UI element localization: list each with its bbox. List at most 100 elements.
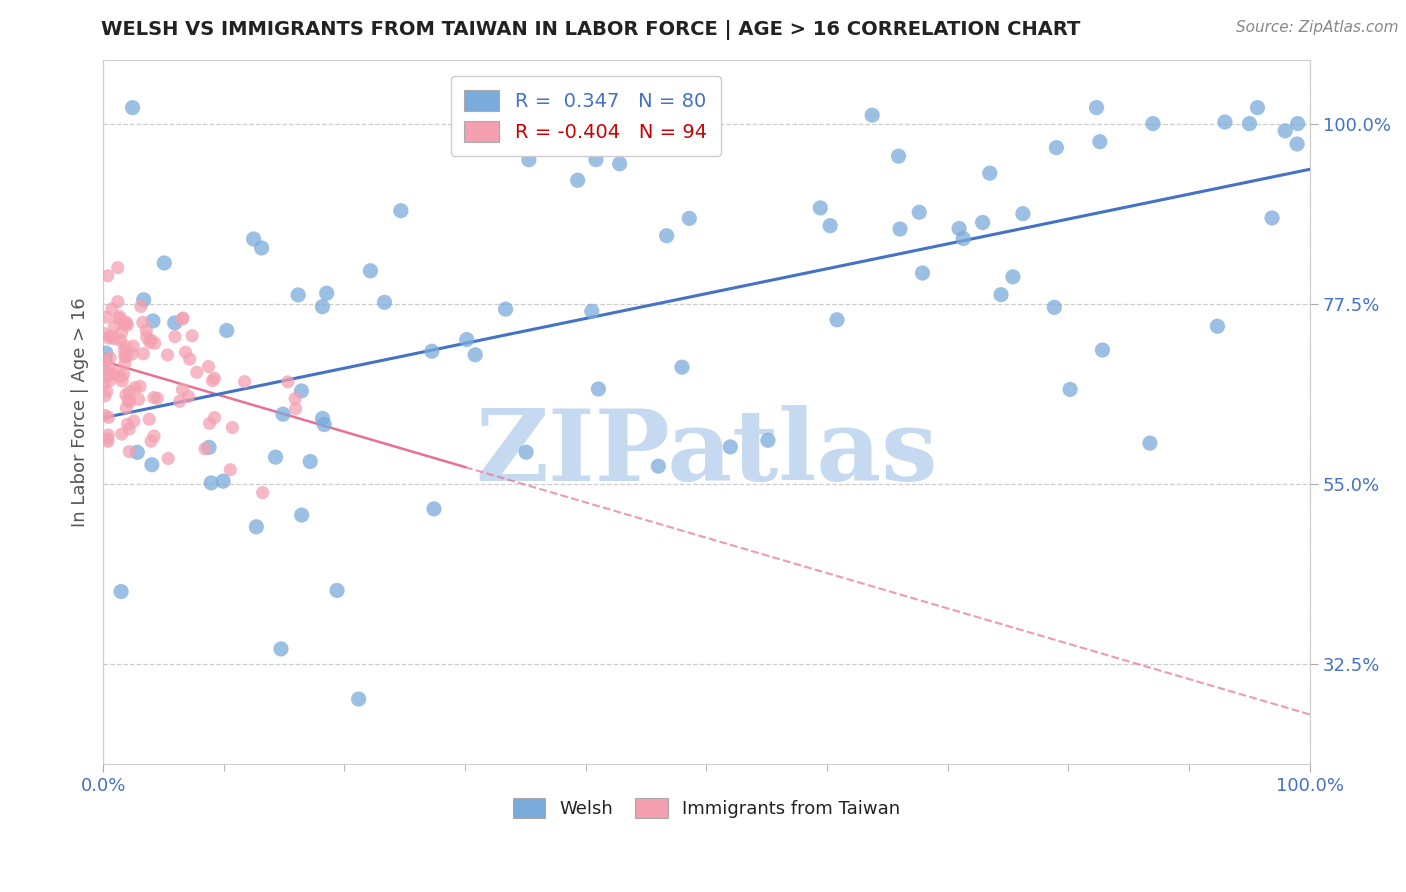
Point [250, 241, 273, 255]
Point [107, 294, 129, 309]
Point [114, 349, 136, 363]
Point [197, 359, 219, 374]
Point [423, 502, 446, 516]
Point [581, 304, 603, 318]
Point [252, 485, 274, 500]
Point [202, 371, 225, 385]
Point [609, 157, 631, 171]
Point [101, 301, 124, 316]
Point [678, 211, 700, 226]
Point [114, 318, 136, 332]
Point [163, 316, 186, 330]
Point [647, 459, 669, 474]
Point [115, 401, 138, 415]
Point [172, 383, 194, 397]
Point [103, 319, 125, 334]
Point [156, 348, 179, 362]
Point [93, 376, 115, 391]
Point [1045, 141, 1067, 155]
Point [174, 345, 197, 359]
Point [135, 324, 157, 338]
Point [117, 318, 139, 332]
Point [100, 329, 122, 343]
Point [1286, 136, 1309, 151]
Point [908, 205, 931, 219]
Point [290, 384, 312, 398]
Point [326, 583, 349, 598]
Y-axis label: In Labor Force | Age > 16: In Labor Force | Age > 16 [72, 297, 89, 526]
Point [1059, 383, 1081, 397]
Point [101, 367, 124, 381]
Point [177, 390, 200, 404]
Point [143, 336, 166, 351]
Point [97, 331, 120, 345]
Point [264, 450, 287, 464]
Point [1239, 117, 1261, 131]
Point [808, 201, 831, 215]
Point [115, 388, 138, 402]
Point [128, 392, 150, 407]
Point [567, 173, 589, 187]
Point [718, 440, 741, 454]
Point [143, 429, 166, 443]
Text: WELSH VS IMMIGRANTS FROM TAIWAN IN LABOR FORCE | AGE > 16 CORRELATION CHART: WELSH VS IMMIGRANTS FROM TAIWAN IN LABOR… [101, 20, 1080, 39]
Point [141, 458, 163, 472]
Point [110, 584, 132, 599]
Point [139, 434, 162, 449]
Point [115, 315, 138, 329]
Point [314, 417, 336, 432]
Point [825, 313, 848, 327]
Point [1206, 319, 1229, 334]
Point [97, 428, 120, 442]
Point [97, 360, 120, 375]
Point [1139, 436, 1161, 450]
Point [153, 256, 176, 270]
Point [132, 315, 155, 329]
Point [132, 347, 155, 361]
Point [98, 351, 121, 365]
Point [142, 391, 165, 405]
Point [179, 352, 201, 367]
Point [200, 475, 222, 490]
Point [112, 368, 135, 382]
Point [464, 348, 486, 362]
Point [172, 310, 194, 325]
Point [311, 411, 333, 425]
Point [1012, 207, 1035, 221]
Point [118, 444, 141, 458]
Point [979, 166, 1001, 180]
Point [860, 108, 883, 122]
Point [103, 332, 125, 346]
Point [111, 427, 134, 442]
Point [517, 153, 540, 167]
Point [94, 352, 117, 367]
Point [97, 368, 120, 383]
Point [135, 330, 157, 344]
Point [299, 454, 322, 468]
Point [107, 260, 129, 275]
Point [114, 339, 136, 353]
Point [242, 232, 264, 246]
Point [97, 434, 120, 449]
Point [1043, 301, 1066, 315]
Point [132, 293, 155, 307]
Point [181, 328, 204, 343]
Point [121, 347, 143, 361]
Point [373, 295, 395, 310]
Point [146, 391, 169, 405]
Point [212, 474, 235, 488]
Point [93, 326, 115, 341]
Point [1286, 117, 1309, 131]
Point [194, 442, 217, 456]
Point [291, 508, 314, 522]
Point [97, 268, 120, 283]
Point [1001, 269, 1024, 284]
Point [1246, 101, 1268, 115]
Point [515, 445, 537, 459]
Point [129, 379, 152, 393]
Point [117, 417, 139, 432]
Point [347, 692, 370, 706]
Point [359, 264, 381, 278]
Point [124, 381, 146, 395]
Point [889, 222, 911, 236]
